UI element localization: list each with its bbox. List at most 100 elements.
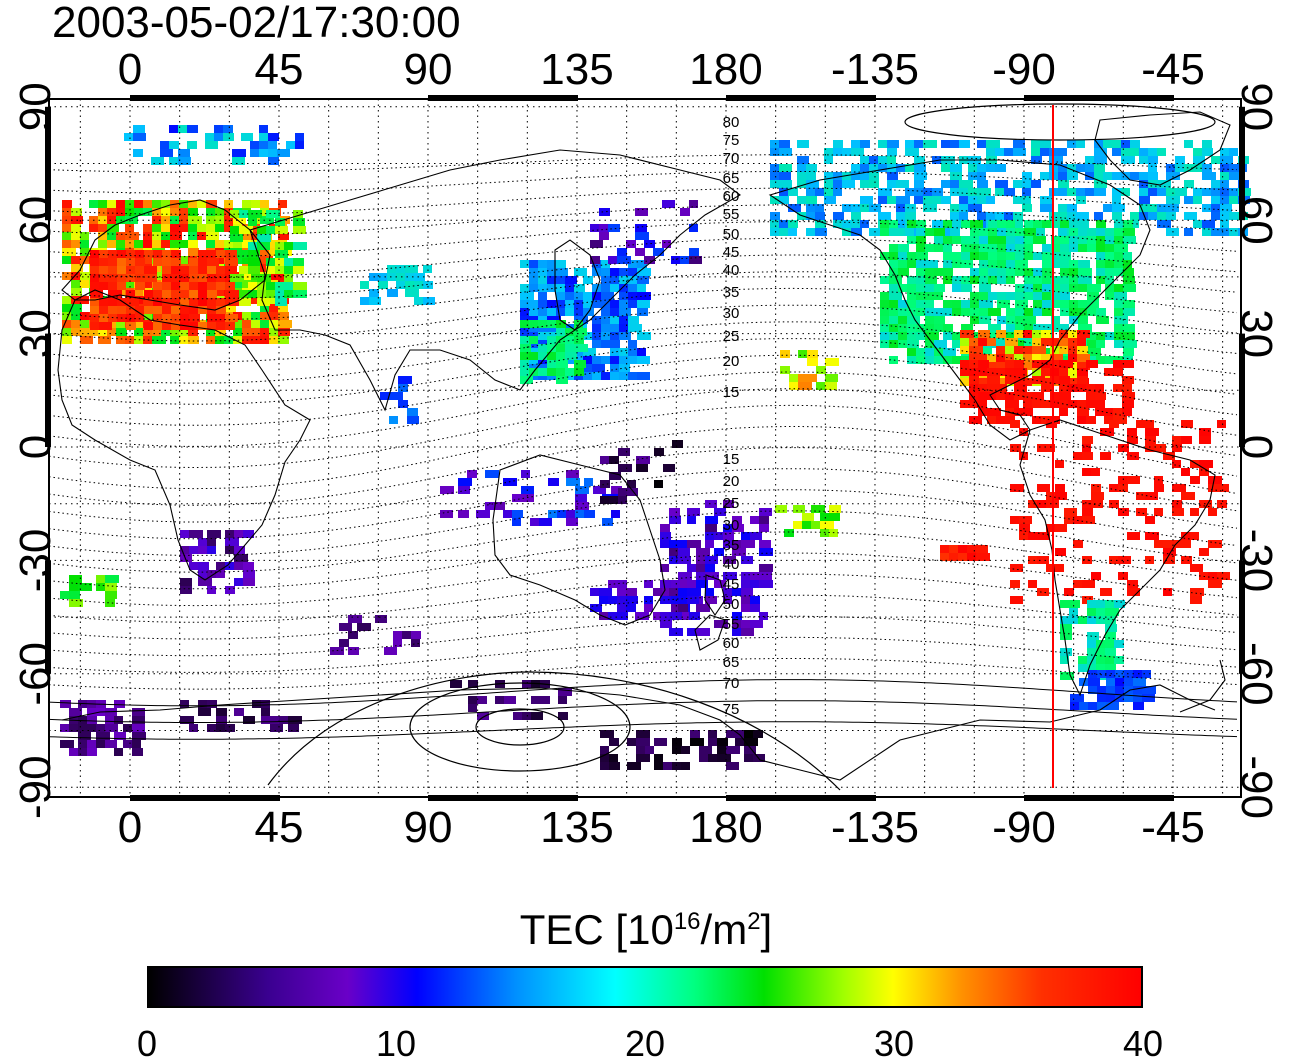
tec-cell bbox=[689, 256, 702, 264]
tec-cell bbox=[565, 308, 579, 316]
tec-cell bbox=[996, 368, 1010, 376]
lon-tick-bottom: 180 bbox=[689, 803, 762, 852]
tec-cell bbox=[1105, 624, 1117, 632]
tec-cell bbox=[735, 730, 745, 738]
tec-cell bbox=[662, 240, 671, 248]
tec-cell bbox=[979, 260, 988, 268]
tec-cell bbox=[1078, 276, 1092, 284]
tec-cell bbox=[943, 300, 955, 308]
tec-cell bbox=[1077, 400, 1089, 408]
tec-cell bbox=[266, 290, 276, 298]
tec-cell bbox=[538, 292, 547, 300]
tec-cell bbox=[1095, 400, 1105, 408]
tec-cell bbox=[1181, 492, 1195, 500]
tec-cell bbox=[80, 272, 94, 280]
tec-cell bbox=[251, 336, 264, 344]
tec-cell bbox=[1010, 484, 1024, 492]
tec-cell bbox=[860, 172, 873, 180]
tec-cell bbox=[161, 240, 173, 248]
tec-cell bbox=[979, 284, 991, 292]
tec-cell bbox=[1172, 540, 1182, 548]
tec-cell bbox=[1123, 220, 1133, 228]
tec-cell bbox=[260, 264, 269, 272]
tec-cell bbox=[726, 730, 736, 738]
tec-cell bbox=[824, 196, 836, 204]
tec-cell bbox=[538, 268, 551, 276]
tec-cell bbox=[108, 274, 118, 282]
lon-tick-bottom: -45 bbox=[1141, 803, 1205, 852]
tec-cell bbox=[556, 320, 566, 328]
tec-cell bbox=[239, 290, 252, 298]
tec-cell bbox=[978, 368, 987, 376]
tec-cell bbox=[914, 188, 925, 196]
tec-cell bbox=[522, 712, 534, 720]
tec-cell bbox=[225, 586, 235, 594]
tec-cell bbox=[970, 236, 981, 244]
tec-cell bbox=[1130, 148, 1142, 156]
tec-cell bbox=[1077, 376, 1088, 384]
tec-cell bbox=[98, 336, 111, 344]
tec-cell bbox=[1014, 346, 1028, 354]
tec-cell bbox=[538, 284, 547, 292]
tec-cell bbox=[996, 392, 1009, 400]
tec-cell bbox=[180, 716, 194, 724]
tec-cell bbox=[80, 232, 89, 240]
tec-cell bbox=[626, 240, 636, 248]
lon-tick-top: 45 bbox=[255, 45, 304, 94]
tec-cell bbox=[171, 258, 181, 266]
frame-ticks bbox=[45, 95, 1245, 801]
tec-cell bbox=[1145, 444, 1158, 452]
tec-cell bbox=[1193, 220, 1202, 228]
tec-cell bbox=[851, 228, 862, 236]
tec-cell bbox=[225, 322, 235, 330]
tec-cell bbox=[1055, 524, 1067, 532]
tec-cell bbox=[887, 196, 896, 204]
tec-cell bbox=[1006, 244, 1019, 252]
tec-cell bbox=[960, 368, 974, 376]
tec-cell bbox=[1077, 416, 1087, 424]
tec-cell bbox=[1050, 376, 1060, 384]
tec-cell bbox=[1051, 236, 1064, 244]
tec-cell bbox=[637, 300, 650, 308]
frame-bar-left bbox=[45, 106, 51, 221]
tec-cell bbox=[889, 252, 902, 260]
tec-cell bbox=[234, 708, 244, 716]
tec-cell bbox=[959, 188, 973, 196]
tec-cell bbox=[590, 256, 600, 264]
tec-cell bbox=[1112, 148, 1126, 156]
tec-cell bbox=[878, 164, 890, 172]
tec-cell bbox=[610, 284, 621, 292]
north-auroral-oval bbox=[904, 103, 1216, 141]
tec-cell bbox=[171, 290, 181, 298]
tec-cell bbox=[723, 596, 732, 604]
tec-cell bbox=[295, 141, 304, 149]
tec-cell bbox=[969, 400, 983, 408]
tec-cell bbox=[905, 188, 916, 196]
tec-cell bbox=[637, 356, 650, 364]
frame-bar-left bbox=[45, 333, 51, 447]
tec-cell bbox=[592, 292, 604, 300]
tec-cell bbox=[1015, 324, 1025, 332]
tec-cell bbox=[520, 300, 533, 308]
tec-cell bbox=[96, 583, 108, 591]
tec-cell bbox=[592, 332, 603, 340]
tec-cell bbox=[1087, 236, 1100, 244]
tec-cell bbox=[961, 244, 971, 252]
tec-cell bbox=[696, 548, 710, 556]
tec-cell bbox=[71, 264, 83, 272]
tec-cell bbox=[750, 604, 760, 612]
tec-cell bbox=[266, 258, 277, 266]
tec-cell bbox=[934, 308, 944, 316]
tec-cell bbox=[714, 532, 728, 540]
tec-cell bbox=[1217, 420, 1226, 428]
tec-cell bbox=[206, 328, 219, 336]
tec-cell bbox=[1112, 188, 1122, 196]
tec-cell bbox=[1109, 420, 1119, 428]
tec-cell bbox=[997, 236, 1010, 244]
tec-cell bbox=[815, 204, 824, 212]
tec-cell bbox=[565, 368, 579, 376]
tec-cell bbox=[170, 208, 182, 216]
tec-cell bbox=[690, 730, 700, 738]
tec-cell bbox=[898, 260, 911, 268]
tec-cell bbox=[600, 746, 609, 754]
